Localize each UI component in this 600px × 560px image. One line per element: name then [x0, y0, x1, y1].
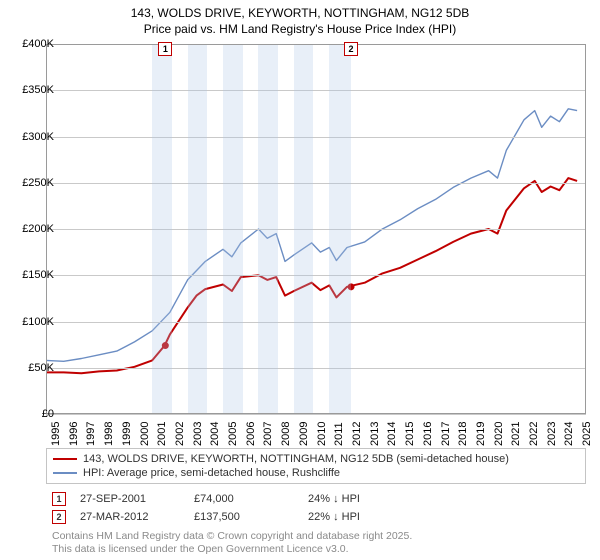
x-axis-label: 2019 — [475, 422, 487, 446]
x-axis-label: 2011 — [333, 422, 345, 446]
x-axis-label: 2010 — [316, 422, 328, 446]
title-line-1: 143, WOLDS DRIVE, KEYWORTH, NOTTINGHAM, … — [0, 6, 600, 22]
legend-label-hpi: HPI: Average price, semi-detached house,… — [83, 467, 340, 479]
chart-plot-area: 12 — [46, 44, 586, 414]
sale-marker-1-icon: 1 — [52, 492, 66, 506]
license-line-1: Contains HM Land Registry data © Crown c… — [52, 530, 586, 543]
gridline — [46, 229, 586, 230]
y-axis-label: £300K — [22, 131, 54, 143]
gridline — [46, 137, 586, 138]
background-band — [188, 45, 207, 413]
background-band — [152, 45, 171, 413]
legend-swatch-hpi — [53, 472, 77, 474]
y-axis-label: £150K — [22, 269, 54, 281]
x-axis-label: 2017 — [440, 422, 452, 446]
sale-1-price: £74,000 — [194, 493, 294, 505]
x-axis-label: 2009 — [298, 422, 310, 446]
x-axis-label: 1999 — [121, 422, 133, 446]
gridline — [46, 322, 586, 323]
y-axis-label: £200K — [22, 223, 54, 235]
gridline — [46, 183, 586, 184]
gridline — [46, 414, 586, 415]
background-band — [294, 45, 313, 413]
background-band — [223, 45, 242, 413]
legend-row-hpi: HPI: Average price, semi-detached house,… — [53, 466, 579, 480]
x-axis-label: 2018 — [457, 422, 469, 446]
x-axis-label: 2015 — [404, 422, 416, 446]
legend-box: 143, WOLDS DRIVE, KEYWORTH, NOTTINGHAM, … — [46, 448, 586, 484]
x-axis-label: 2006 — [245, 422, 257, 446]
license-line-2: This data is licensed under the Open Gov… — [52, 543, 586, 556]
x-axis-label: 1998 — [103, 422, 115, 446]
legend-row-property: 143, WOLDS DRIVE, KEYWORTH, NOTTINGHAM, … — [53, 452, 579, 466]
title-line-2: Price paid vs. HM Land Registry's House … — [0, 22, 600, 38]
sale-row-1: 1 27-SEP-2001 £74,000 24% ↓ HPI — [46, 490, 586, 508]
x-axis-label: 2005 — [227, 422, 239, 446]
background-band — [329, 45, 350, 413]
axis-border — [46, 44, 586, 45]
x-axis-label: 1995 — [50, 422, 62, 446]
y-axis-label: £250K — [22, 177, 54, 189]
y-axis-label: £400K — [22, 38, 54, 50]
axis-border — [46, 413, 586, 414]
x-axis-label: 2024 — [563, 422, 575, 446]
y-axis-label: £0 — [42, 408, 54, 420]
x-axis-label: 2012 — [351, 422, 363, 446]
axis-border — [585, 44, 586, 414]
y-axis-label: £100K — [22, 316, 54, 328]
x-axis-label: 2003 — [192, 422, 204, 446]
gridline — [46, 90, 586, 91]
x-axis-label: 2013 — [369, 422, 381, 446]
x-axis-label: 2000 — [139, 422, 151, 446]
x-axis-label: 2022 — [528, 422, 540, 446]
sale-row-2: 2 27-MAR-2012 £137,500 22% ↓ HPI — [46, 508, 586, 526]
x-axis-label: 2007 — [262, 422, 274, 446]
x-axis-label: 1997 — [85, 422, 97, 446]
x-axis-label: 2014 — [386, 422, 398, 446]
sale-2-delta: 22% ↓ HPI — [308, 511, 408, 523]
y-axis-label: £50K — [28, 362, 54, 374]
background-band — [258, 45, 277, 413]
title-block: 143, WOLDS DRIVE, KEYWORTH, NOTTINGHAM, … — [0, 0, 600, 37]
legend-swatch-property — [53, 458, 77, 460]
x-axis-label: 1996 — [68, 422, 80, 446]
legend-and-footer: 143, WOLDS DRIVE, KEYWORTH, NOTTINGHAM, … — [46, 448, 586, 556]
gridline — [46, 275, 586, 276]
chart-container: 143, WOLDS DRIVE, KEYWORTH, NOTTINGHAM, … — [0, 0, 600, 560]
gridline — [46, 368, 586, 369]
x-axis-label: 2004 — [209, 422, 221, 446]
x-axis-label: 2001 — [156, 422, 168, 446]
license-text: Contains HM Land Registry data © Crown c… — [46, 526, 586, 556]
y-axis-label: £350K — [22, 84, 54, 96]
x-axis-label: 2002 — [174, 422, 186, 446]
legend-label-property: 143, WOLDS DRIVE, KEYWORTH, NOTTINGHAM, … — [83, 453, 509, 465]
sale-marker-label: 2 — [344, 42, 358, 56]
sale-2-date: 27-MAR-2012 — [80, 511, 180, 523]
sale-marker-label: 1 — [158, 42, 172, 56]
sale-1-date: 27-SEP-2001 — [80, 493, 180, 505]
x-axis-label: 2021 — [510, 422, 522, 446]
x-axis-label: 2023 — [546, 422, 558, 446]
sale-marker-2-icon: 2 — [52, 510, 66, 524]
x-axis-label: 2025 — [581, 422, 593, 446]
sale-1-delta: 24% ↓ HPI — [308, 493, 408, 505]
x-axis-label: 2020 — [493, 422, 505, 446]
sale-2-price: £137,500 — [194, 511, 294, 523]
x-axis-label: 2016 — [422, 422, 434, 446]
x-axis-label: 2008 — [280, 422, 292, 446]
